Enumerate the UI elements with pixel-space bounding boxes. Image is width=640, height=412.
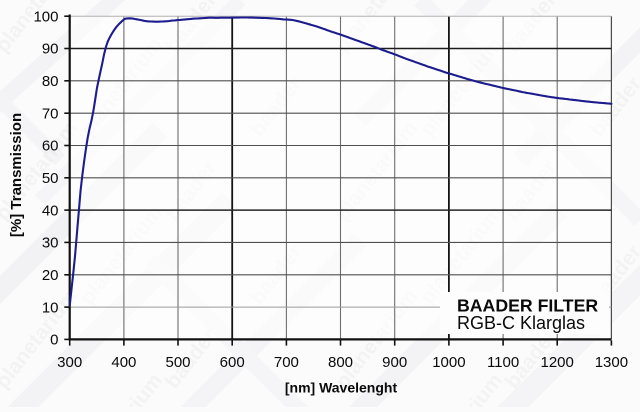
svg-text:700: 700 — [274, 354, 299, 371]
svg-text:20: 20 — [42, 267, 59, 284]
svg-text:0: 0 — [50, 332, 58, 349]
svg-text:1300: 1300 — [595, 354, 628, 371]
svg-text:1200: 1200 — [541, 354, 574, 371]
svg-text:300: 300 — [57, 354, 82, 371]
svg-text:30: 30 — [42, 235, 59, 252]
svg-text:10: 10 — [42, 299, 59, 316]
svg-text:900: 900 — [382, 354, 407, 371]
svg-text:70: 70 — [42, 105, 59, 122]
svg-text:90: 90 — [42, 41, 59, 58]
svg-text:RGB-C Klarglas: RGB-C Klarglas — [457, 313, 585, 333]
svg-text:600: 600 — [220, 354, 245, 371]
svg-text:50: 50 — [42, 170, 59, 187]
svg-text:80: 80 — [42, 73, 59, 90]
svg-text:1000: 1000 — [432, 354, 465, 371]
svg-text:60: 60 — [42, 138, 59, 155]
svg-text:500: 500 — [165, 354, 190, 371]
svg-text:400: 400 — [111, 354, 136, 371]
svg-text:[nm] Wavelenght: [nm] Wavelenght — [285, 380, 398, 396]
svg-text:100: 100 — [33, 8, 58, 25]
svg-text:[%] Transmission: [%] Transmission — [8, 113, 25, 237]
svg-text:BAADER FILTER: BAADER FILTER — [457, 296, 598, 316]
svg-text:800: 800 — [328, 354, 353, 371]
svg-text:1100: 1100 — [487, 354, 519, 371]
svg-text:40: 40 — [42, 202, 59, 219]
